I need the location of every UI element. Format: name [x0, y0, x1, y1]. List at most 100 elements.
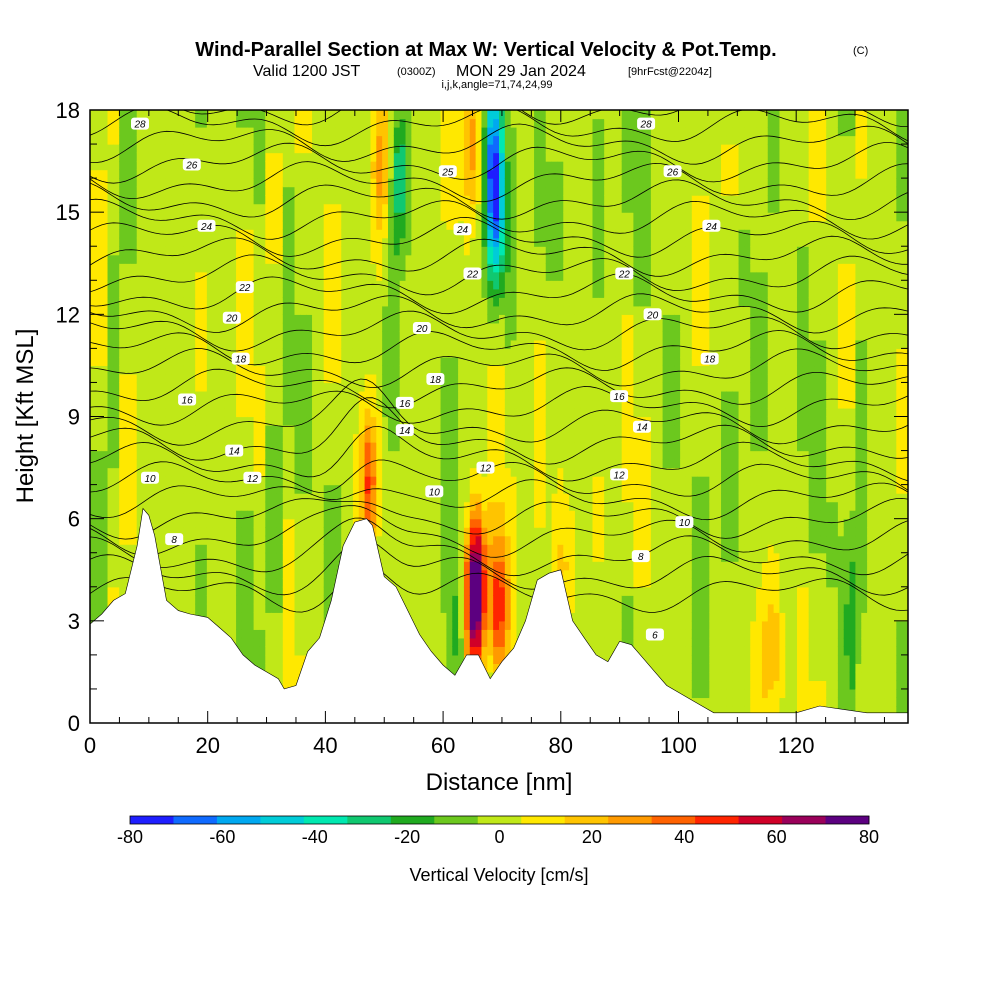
- field-cell: [247, 620, 255, 630]
- field-cell: [393, 365, 401, 375]
- field-cell: [458, 476, 465, 486]
- field-cell: [341, 229, 348, 239]
- field-cell: [154, 493, 161, 503]
- field-cell: [206, 433, 214, 443]
- field-cell: [288, 356, 296, 367]
- field-cell: [317, 578, 325, 588]
- field-cell: [230, 433, 237, 443]
- field-cell: [288, 331, 296, 341]
- field-cell: [95, 322, 103, 332]
- field-cell: [376, 527, 383, 537]
- field-cell: [160, 246, 167, 256]
- field-cell: [370, 467, 377, 477]
- field-cell: [306, 288, 313, 298]
- field-cell: [294, 195, 301, 205]
- field-cell: [148, 280, 155, 290]
- field-cell: [253, 331, 261, 341]
- field-cell: [189, 178, 196, 188]
- field-cell: [370, 152, 377, 162]
- field-cell: [90, 229, 97, 239]
- field-cell: [265, 637, 272, 647]
- field-cell: [259, 399, 266, 409]
- field-cell: [358, 407, 366, 418]
- field-cell: [387, 237, 395, 247]
- field-cell: [206, 263, 214, 273]
- field-cell: [160, 135, 167, 145]
- field-cell: [224, 382, 231, 392]
- field-cell: [376, 450, 383, 460]
- field-cell: [312, 195, 319, 205]
- field-cell: [247, 246, 255, 256]
- field-cell: [300, 110, 307, 120]
- field-cell: [189, 527, 196, 537]
- field-cell: [206, 425, 214, 435]
- field-cell: [148, 450, 155, 460]
- field-cell: [411, 195, 418, 205]
- field-cell: [317, 135, 325, 145]
- field-cell: [90, 305, 97, 315]
- field-cell: [306, 297, 313, 307]
- field-cell: [282, 527, 290, 537]
- field-cell: [253, 425, 261, 435]
- field-cell: [160, 297, 167, 307]
- field-cell: [130, 297, 138, 307]
- field-cell: [171, 493, 179, 503]
- field-cell: [224, 416, 231, 426]
- field-cell: [463, 356, 471, 367]
- field-cell: [154, 467, 161, 477]
- field-cell: [107, 544, 114, 554]
- field-cell: [306, 518, 313, 528]
- field-cell: [405, 229, 412, 239]
- field-cell: [312, 450, 319, 460]
- field-cell: [201, 169, 208, 179]
- field-cell: [347, 195, 354, 205]
- field-cell: [423, 637, 430, 647]
- field-cell: [236, 603, 243, 613]
- field-cell: [440, 297, 448, 307]
- field-cell: [259, 271, 266, 281]
- field-cell: [335, 220, 342, 230]
- field-cell: [160, 450, 167, 460]
- field-cell: [148, 501, 155, 511]
- field-cell: [259, 356, 266, 367]
- field-cell: [370, 288, 377, 298]
- field-cell: [341, 246, 348, 256]
- field-cell: [452, 442, 459, 452]
- field-cell: [259, 127, 266, 137]
- field-cell: [101, 288, 109, 298]
- field-cell: [276, 518, 284, 528]
- field-cell: [265, 314, 272, 324]
- field-cell: [405, 288, 412, 298]
- field-cell: [253, 612, 261, 622]
- field-cell: [90, 433, 97, 443]
- field-cell: [177, 552, 185, 562]
- field-cell: [195, 552, 202, 562]
- field-cell: [423, 152, 430, 162]
- field-cell: [463, 518, 471, 528]
- field-cell: [405, 212, 412, 222]
- field-cell: [230, 493, 237, 503]
- field-cell: [247, 425, 255, 435]
- field-cell: [452, 127, 459, 137]
- field-cell: [236, 467, 243, 477]
- field-cell: [101, 195, 109, 205]
- field-cell: [276, 442, 284, 452]
- field-cell: [282, 450, 290, 460]
- field-cell: [136, 484, 144, 494]
- field-cell: [411, 476, 418, 486]
- field-cell: [119, 280, 126, 290]
- field-cell: [452, 212, 459, 222]
- field-cell: [195, 254, 202, 264]
- field-cell: [481, 620, 488, 630]
- field-cell: [107, 399, 114, 409]
- field-cell: [358, 373, 366, 384]
- field-cell: [95, 561, 103, 571]
- field-cell: [101, 518, 109, 528]
- field-cell: [282, 263, 290, 273]
- field-cell: [352, 246, 360, 256]
- field-cell: [224, 552, 231, 562]
- field-cell: [282, 271, 290, 281]
- field-cell: [300, 229, 307, 239]
- field-cell: [271, 654, 278, 664]
- field-cell: [271, 331, 278, 341]
